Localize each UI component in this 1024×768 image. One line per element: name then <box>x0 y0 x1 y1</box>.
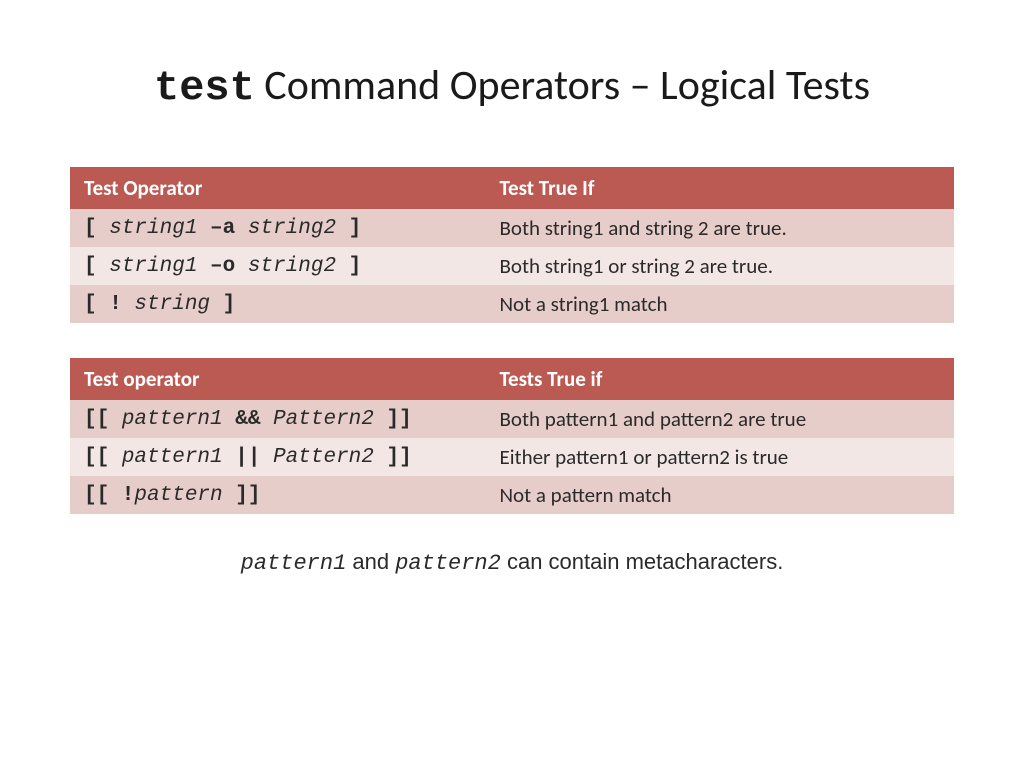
title-mono: test <box>154 64 255 112</box>
table1-header-row: Test OperatorTest True If <box>70 167 954 209</box>
column-header: Test True If <box>485 167 954 209</box>
column-header: Test Operator <box>70 167 485 209</box>
title-rest: Command Operators – Logical Tests <box>255 60 870 111</box>
table-row: [[ pattern1 || Pattern2 ]]Either pattern… <box>70 438 954 476</box>
table-row: [[ !pattern ]]Not a pattern match <box>70 476 954 514</box>
operator-cell: [ ! string ] <box>70 285 485 323</box>
operator-cell: [ string1 –a string2 ] <box>70 209 485 247</box>
table-row: [ string1 –o string2 ]Both string1 or st… <box>70 247 954 285</box>
table-row: [ string1 –a string2 ]Both string1 and s… <box>70 209 954 247</box>
operators-table-2: Test operatorTests True if [[ pattern1 &… <box>70 358 954 514</box>
footnote: pattern1 and pattern2 can contain metach… <box>70 549 954 576</box>
description-cell: Not a pattern match <box>485 476 954 514</box>
column-header: Test operator <box>70 358 485 400</box>
table-row: [ ! string ]Not a string1 match <box>70 285 954 323</box>
operators-table-1: Test OperatorTest True If [ string1 –a s… <box>70 167 954 323</box>
column-header: Tests True if <box>485 358 954 400</box>
operator-cell: [[ pattern1 || Pattern2 ]] <box>70 438 485 476</box>
description-cell: Either pattern1 or pattern2 is true <box>485 438 954 476</box>
description-cell: Both pattern1 and pattern2 are true <box>485 400 954 438</box>
description-cell: Both string1 and string 2 are true. <box>485 209 954 247</box>
table1-body: [ string1 –a string2 ]Both string1 and s… <box>70 209 954 323</box>
description-cell: Not a string1 match <box>485 285 954 323</box>
operator-cell: [[ !pattern ]] <box>70 476 485 514</box>
table2-header-row: Test operatorTests True if <box>70 358 954 400</box>
table-row: [[ pattern1 && Pattern2 ]]Both pattern1 … <box>70 400 954 438</box>
table2-body: [[ pattern1 && Pattern2 ]]Both pattern1 … <box>70 400 954 514</box>
operator-cell: [ string1 –o string2 ] <box>70 247 485 285</box>
operator-cell: [[ pattern1 && Pattern2 ]] <box>70 400 485 438</box>
description-cell: Both string1 or string 2 are true. <box>485 247 954 285</box>
page-title: test Command Operators – Logical Tests <box>70 60 954 112</box>
